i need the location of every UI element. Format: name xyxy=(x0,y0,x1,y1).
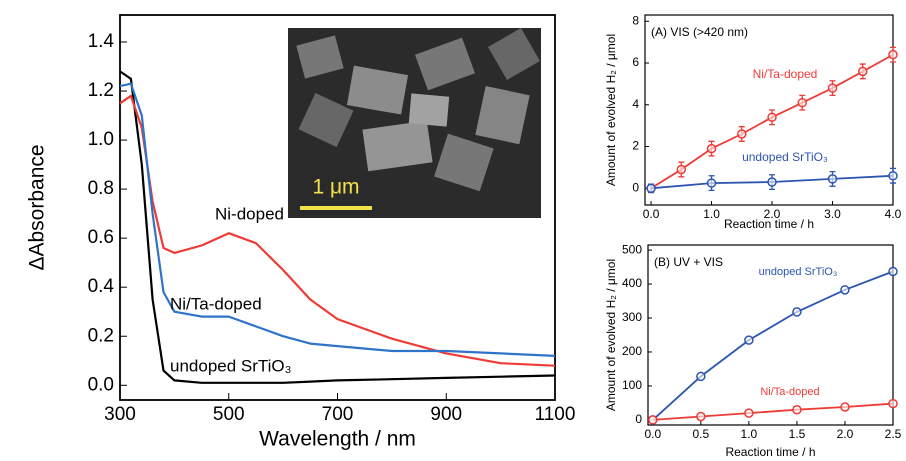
y-axis-label: Amount of evolved H₂ / μmol xyxy=(604,259,618,411)
y-tick-label: 0.2 xyxy=(88,325,114,346)
x-tick-label: 300 xyxy=(104,404,136,425)
data-point xyxy=(888,49,898,60)
x-tick-label: 0.5 xyxy=(692,427,709,441)
y-tick-label: 2 xyxy=(632,139,639,153)
x-tick-label: 2.0 xyxy=(764,207,781,221)
y-tick-label: 0 xyxy=(632,180,639,194)
data-point xyxy=(696,411,706,422)
data-point xyxy=(858,66,868,77)
data-point xyxy=(744,335,754,345)
series-line xyxy=(119,70,556,384)
data-point xyxy=(767,177,777,187)
data-point xyxy=(737,129,747,139)
data-point xyxy=(696,371,706,382)
data-point xyxy=(888,266,898,277)
y-tick-label: 200 xyxy=(622,344,642,358)
chart-title: (A) VIS (>420 nm) xyxy=(651,25,748,39)
plot-frame xyxy=(647,244,894,426)
data-point xyxy=(827,83,838,93)
data-point xyxy=(797,97,808,108)
series-line xyxy=(652,270,894,421)
data-point xyxy=(888,398,898,409)
series-label: undoped SrTiO₃ xyxy=(759,266,838,278)
x-tick-label: 0.0 xyxy=(644,427,661,441)
x-axis-label: Wavelength / nm xyxy=(259,428,416,451)
y-tick-label: 4 xyxy=(632,97,639,111)
x-tick-label: 500 xyxy=(213,404,245,425)
y-tick-label: 0.6 xyxy=(88,227,114,248)
data-point xyxy=(888,171,898,181)
data-point xyxy=(706,178,717,188)
series-label: Ni/Ta-doped xyxy=(760,386,819,398)
y-axis-label: Amount of evolved H₂ / μmol xyxy=(604,34,618,186)
y-tick-label: 1.4 xyxy=(88,31,115,52)
x-tick-label: 0.0 xyxy=(643,207,660,221)
sem-inset: 1 μm xyxy=(288,28,541,218)
x-tick-label: 1.0 xyxy=(703,207,720,221)
chart-title: (B) UV + VIS xyxy=(654,255,723,269)
series-line xyxy=(119,82,556,357)
y-axis-label: ΔAbsorbance xyxy=(26,144,49,270)
data-point xyxy=(648,415,658,425)
x-tick-label: 900 xyxy=(430,404,462,425)
data-point xyxy=(840,285,850,295)
data-point xyxy=(706,143,717,154)
series-label: Ni/Ta-doped xyxy=(170,294,262,313)
data-point xyxy=(827,174,838,184)
x-tick-label: 3.0 xyxy=(824,207,841,221)
x-tick-label: 4.0 xyxy=(885,207,902,221)
y-tick-label: 500 xyxy=(622,242,642,256)
data-point xyxy=(767,112,777,123)
x-tick-label: 1.0 xyxy=(741,427,758,441)
plot-frame xyxy=(644,14,894,206)
series-label: Ni-doped xyxy=(215,204,284,223)
data-point xyxy=(792,307,802,317)
x-axis-label: Reaction time / h xyxy=(724,217,814,231)
series-label: Ni/Ta-doped xyxy=(753,67,818,81)
series-line xyxy=(652,402,894,421)
y-tick-label: 6 xyxy=(632,55,639,69)
data-point xyxy=(676,164,687,175)
data-point xyxy=(646,183,656,194)
x-tick-label: 700 xyxy=(322,404,354,425)
y-tick-label: 100 xyxy=(622,378,642,392)
data-point xyxy=(792,404,802,415)
x-tick-label: 1.5 xyxy=(789,427,806,441)
x-tick-label: 2.0 xyxy=(837,427,854,441)
series-label: undoped SrTiO₃ xyxy=(742,150,828,164)
y-tick-label: 8 xyxy=(632,13,639,27)
y-tick-label: 1.0 xyxy=(88,129,114,150)
y-tick-label: 0 xyxy=(635,412,642,426)
y-tick-label: 0.0 xyxy=(88,374,114,395)
x-tick-label: 1100 xyxy=(535,404,576,425)
y-tick-label: 1.2 xyxy=(88,80,114,101)
series-label: undoped SrTiO₃ xyxy=(170,356,292,375)
data-point xyxy=(840,402,850,412)
y-tick-label: 400 xyxy=(622,276,642,290)
y-tick-label: 0.4 xyxy=(88,276,115,297)
y-tick-label: 0.8 xyxy=(88,178,114,199)
x-axis-label: Reaction time / h xyxy=(725,445,815,459)
y-tick-label: 300 xyxy=(622,310,642,324)
data-point xyxy=(744,408,754,418)
x-tick-label: 2.5 xyxy=(885,427,902,441)
scale-bar-label: 1 μm xyxy=(312,176,359,199)
